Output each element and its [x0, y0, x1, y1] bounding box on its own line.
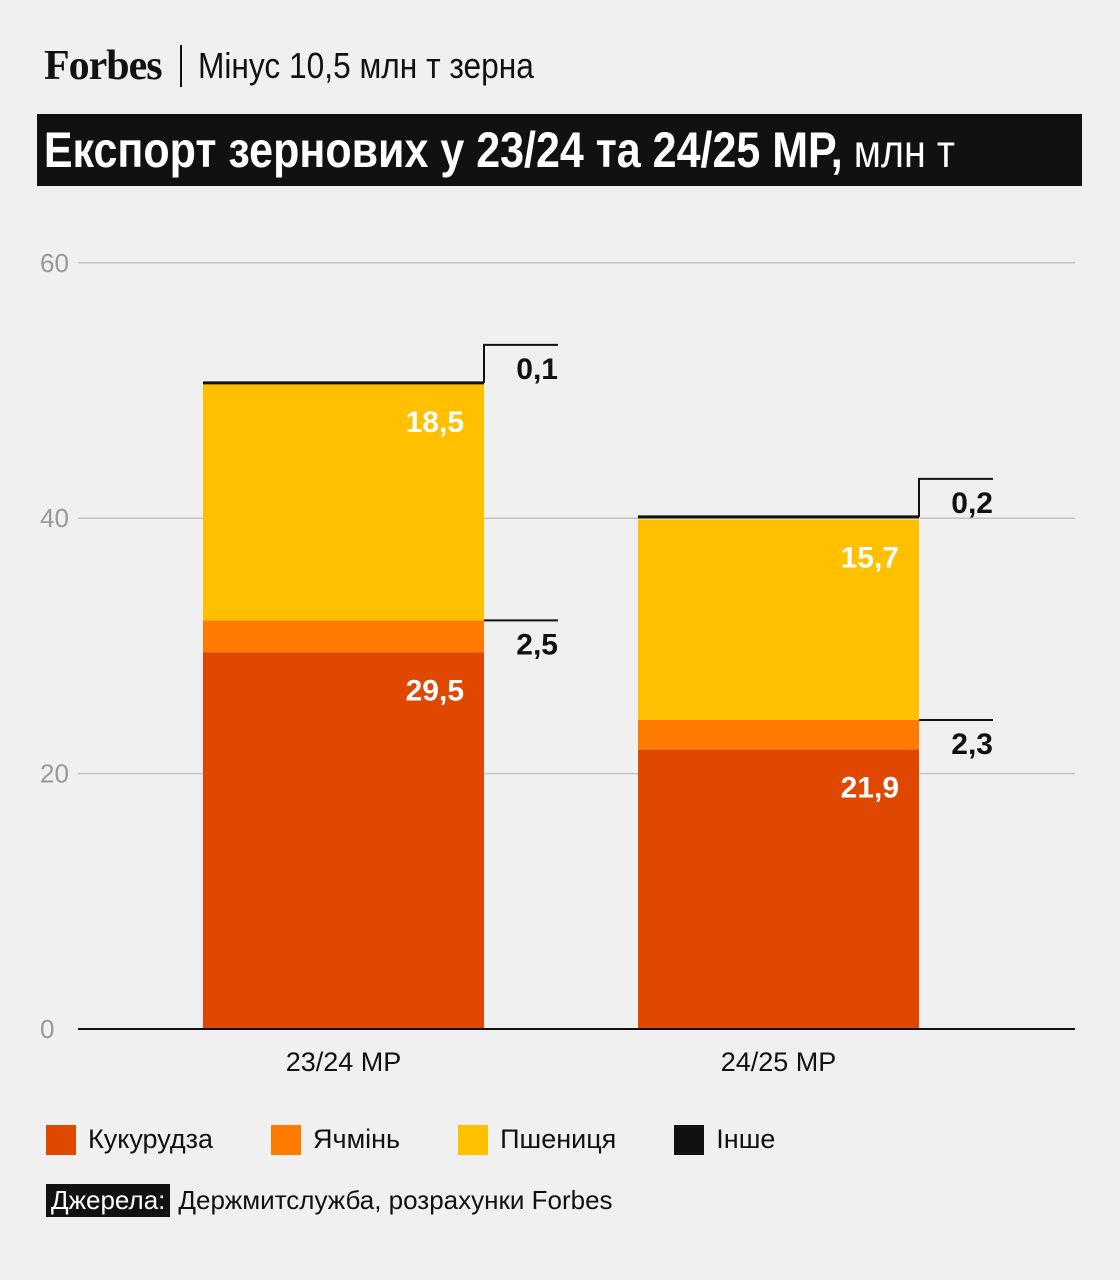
callout-line-other-0: [483, 343, 558, 383]
y-tick-label-20: 20: [40, 759, 69, 789]
forbes-logo: Forbes: [44, 43, 163, 89]
bar-segment-corn-0: [203, 652, 484, 1029]
chart-title-main: Експорт зернових у 23/24 та 24/25 МР,: [43, 122, 843, 178]
legend-label-barley: Ячмінь: [313, 1124, 401, 1154]
legend-label-corn: Кукурудза: [88, 1124, 214, 1154]
header-divider: [179, 45, 182, 87]
bar-segment-barley-1: [638, 719, 919, 750]
legend-swatch-wheat: [458, 1124, 489, 1155]
stacked-bar-chart: 0 20 40 60 29,5 18,5 2,5 0,1 23/24 МР 21,9 15,7 2,3…: [40, 248, 1075, 1077]
legend-item-wheat: Пшениця: [458, 1124, 616, 1155]
legend-swatch-corn: [46, 1124, 76, 1155]
data-label-wheat-1: 15,7: [841, 541, 899, 574]
y-tick-label-0: 0: [40, 1014, 54, 1044]
legend-item-other: Інше: [674, 1124, 775, 1155]
y-tick-label-40: 40: [40, 503, 69, 533]
source-label: Джерела:: [46, 1184, 171, 1217]
legend-label-wheat: Пшениця: [500, 1124, 617, 1154]
legend-swatch-other: [674, 1124, 705, 1155]
legend: Кукурудза Ячмінь Пшениця Інше: [46, 1124, 833, 1155]
y-tick-label-60: 60: [40, 248, 69, 278]
data-label-other-1: 0,2: [951, 487, 993, 520]
legend-item-barley: Ячмінь: [271, 1124, 400, 1155]
data-label-barley-1: 2,3: [951, 728, 993, 761]
source-note: Джерела: Держмитслужба, розрахунки Forbe…: [46, 1184, 613, 1217]
data-label-barley-0: 2,5: [516, 628, 558, 661]
legend-item-corn: Кукурудза: [46, 1124, 213, 1155]
data-label-other-0: 0,1: [516, 353, 558, 386]
header: Forbes Мінус 10,5 млн т зерна: [44, 38, 579, 94]
data-label-wheat-0: 18,5: [406, 406, 464, 439]
source-text: Держмитслужба, розрахунки Forbes: [178, 1185, 613, 1215]
chart-title-bar: Експорт зернових у 23/24 та 24/25 МР, мл…: [37, 114, 1082, 186]
bar-segment-corn-1: [638, 749, 919, 1029]
header-subtitle: Мінус 10,5 млн т зерна: [197, 45, 534, 86]
bar-segment-wheat-0: [203, 384, 484, 621]
x-tick-label-0: 23/24 МР: [286, 1047, 402, 1077]
callout-line-other-1: [918, 477, 993, 517]
chart-title-unit: млн т: [842, 125, 955, 177]
x-tick-label-1: 24/25 МР: [721, 1047, 837, 1077]
legend-label-other: Інше: [716, 1124, 776, 1154]
chart-title: Експорт зернових у 23/24 та 24/25 МР, мл…: [37, 121, 955, 179]
data-label-corn-0: 29,5: [406, 674, 464, 707]
legend-swatch-barley: [271, 1124, 302, 1155]
bar-segment-barley-0: [203, 620, 484, 653]
data-label-corn-1: 21,9: [841, 771, 899, 804]
bar-segment-wheat-1: [638, 519, 919, 720]
